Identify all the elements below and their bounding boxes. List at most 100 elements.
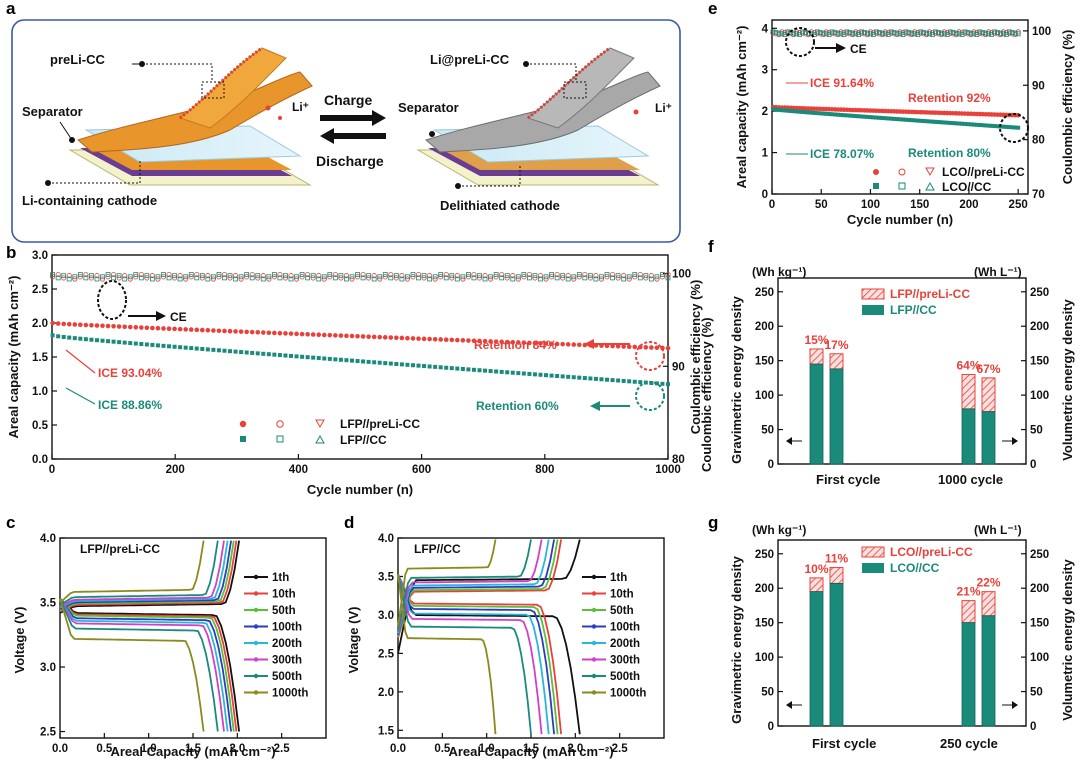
ce-point [382,272,388,277]
ce-point [277,271,283,278]
capacity-point [850,113,855,118]
ce-point [888,29,894,35]
capacity-point [188,327,194,332]
capacity-point [382,335,388,340]
ce-point [377,274,383,280]
panel-d-y-tick-label: 2.0 [378,687,394,699]
ce-point [968,30,974,36]
panel-f-arrows [786,437,1018,445]
ce-point [238,274,244,280]
capacity-point [968,122,973,127]
ce-point [55,275,61,281]
capacity-point [300,354,305,359]
ce-point [823,31,829,37]
panel-c: c 2.5 3.0 3.5 4.0 0.0 0.5 1.0 1.5 2.0 2.5 1th 10t… [6,513,327,759]
ce-point [371,276,377,282]
ce-point [471,275,477,281]
f-arrow-right-head [1012,437,1018,445]
panel-b-y-tick-label: 2.5 [32,284,49,296]
right-zoom-box [563,81,587,99]
panel-g-yr-tick-label: 150 [1030,618,1049,630]
ce-point [166,275,172,281]
panel-b-x-tick-label: 600 [412,464,431,476]
bar-gain [829,353,844,370]
capacity-point [880,116,885,121]
capacity-point [471,338,477,344]
discharge-curve-50th [59,598,235,732]
capacity-point [638,380,643,385]
capacity-point [172,326,177,332]
ce-point [271,272,277,277]
bar-base [809,363,824,465]
panel-b-x-tick-label: 800 [535,464,554,476]
capacity-point [283,331,288,336]
capacity-point [338,333,344,338]
bar-gain [981,591,996,617]
panel-f-ylabel-prefix: Coulombic efficiency (%) [699,317,714,472]
charge-discharge-arrows: Charge Discharge [316,92,386,169]
discharge-curve-500th [397,574,532,735]
panel-c-xlabel: Areal Capacity (mAh cm⁻²) [110,744,275,759]
capacity-point [283,353,288,358]
ce-point [915,32,921,37]
capacity-point [621,344,626,349]
panel-g-label: g [708,513,718,532]
capacity-point [216,328,222,334]
capacity-point [155,343,160,348]
ce-point [560,273,566,279]
capacity-point [649,345,654,350]
capacity-point [310,332,316,337]
capacity-point [249,329,255,335]
ce-point [510,273,516,279]
bar-label: 10% [804,562,828,576]
ce-point [277,275,283,281]
capacity-point [560,374,565,379]
ce-point [808,31,814,37]
capacity-point [355,333,360,339]
panel-c-label: c [6,513,15,532]
ce-point [360,271,366,278]
legend-label-1000th: 1000th [610,688,646,700]
capacity-point [576,342,582,348]
right-separator-label: Separator [398,100,459,115]
ce-point [166,271,172,278]
capacity-point [788,108,793,113]
bar-gain [961,373,976,410]
panel-d-yticks: 1.5 2.0 2.5 3.0 3.5 4.0 [378,533,403,737]
ce-point [499,271,505,278]
ce-point [55,271,61,278]
panel-d-x-tick-label: 0.0 [390,743,406,755]
capacity-point [992,124,997,129]
ce-point [443,275,449,281]
panel-e-y-tick-label: 2 [762,106,768,118]
capacity-point [588,376,593,381]
capacity-point [366,334,371,339]
panel-b-ret2: Retention 60% [476,399,559,413]
panel-b-y-tick-label: 0.0 [32,454,48,466]
legend-g2-swatch [862,563,884,573]
capacity-point [277,353,282,358]
ce-point [871,32,876,37]
ce-point [410,272,416,277]
panel-b-ice1: ICE 93.04% [98,366,162,380]
capacity-point [770,107,775,112]
ce-point [105,272,111,277]
capacity-point [554,341,560,347]
legend-e1-open [898,168,906,176]
legend-label-500th: 500th [272,671,302,683]
capacity-point [782,108,787,113]
capacity-point [67,335,72,340]
ce-point [138,271,144,278]
capacity-point [871,115,876,120]
ce-point [621,276,627,282]
panel-b-y-tick-label: 3.0 [32,250,48,262]
capacity-point [255,330,261,335]
ce-point [321,274,327,280]
bar-label: 22% [976,576,1000,590]
discharge-curve-200th [397,573,550,735]
ce-point [283,273,288,279]
capacity-point [200,327,205,333]
charge-arrow [320,110,386,126]
capacity-point [983,123,988,128]
